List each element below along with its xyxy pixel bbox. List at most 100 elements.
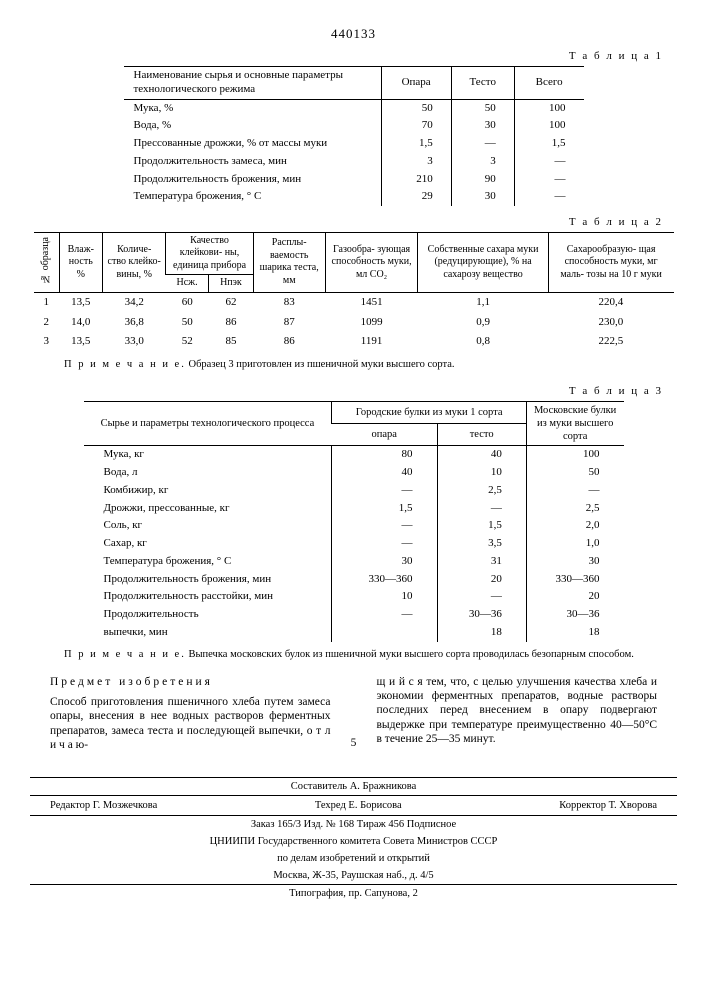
t3-cell: 1,5 bbox=[437, 517, 526, 535]
footer-print: Типография, пр. Сапунова, 2 bbox=[30, 884, 677, 902]
t1-cell: 100 bbox=[514, 99, 583, 117]
t1-cell: 1,5 bbox=[514, 135, 583, 153]
t2-cell: 222,5 bbox=[548, 332, 673, 352]
footer-author: Составитель А. Бражникова bbox=[30, 778, 677, 795]
t2-cell: 87 bbox=[253, 313, 325, 333]
t2-h0: Влаж- ность % bbox=[59, 232, 102, 292]
t2-cell: 1451 bbox=[325, 292, 418, 312]
subject-right: щ и й с я тем, что, с целью улучшения ка… bbox=[377, 675, 658, 753]
t1-cell: 90 bbox=[451, 171, 514, 189]
t3-cell: 3,5 bbox=[437, 535, 526, 553]
t2-h3: Нсж. bbox=[166, 275, 209, 293]
t2-h7: Собственные сахара муки (редуцирующие), … bbox=[418, 232, 548, 292]
t1-cell: Прессованные дрожжи, % от массы муки bbox=[124, 135, 382, 153]
t1-cell: 3 bbox=[451, 153, 514, 171]
t3-cell: 30 bbox=[332, 553, 437, 571]
t3-cell: 20 bbox=[526, 588, 623, 606]
table1: Наименование сырья и основные параметры … bbox=[124, 66, 584, 206]
t2-cell: 62 bbox=[209, 292, 253, 312]
t1-cell: — bbox=[451, 135, 514, 153]
t2-cell: 50 bbox=[166, 313, 209, 333]
t1-h2: Тесто bbox=[451, 67, 514, 100]
note3-text: Выпечка московских булок из пшеничной му… bbox=[188, 649, 633, 660]
t2-cell: 86 bbox=[209, 313, 253, 333]
footer-order: Заказ 165/3 Изд. № 168 Тираж 456 Подписн… bbox=[30, 815, 677, 833]
t3-cell: 40 bbox=[437, 446, 526, 464]
t2-cell: 14,0 bbox=[59, 313, 102, 333]
t1-cell: — bbox=[514, 188, 583, 206]
note3-label: П р и м е ч а н и е. bbox=[64, 649, 186, 660]
t3-h1: Городские булки из муки 1 сорта bbox=[332, 401, 526, 423]
t3-cell: Соль, кг bbox=[84, 517, 332, 535]
t1-cell: Продолжительность замеса, мин bbox=[124, 153, 382, 171]
t3-cell: 31 bbox=[437, 553, 526, 571]
t2-cell: 83 bbox=[253, 292, 325, 312]
t2-h6: Газообра- зующая способность муки, мл CO… bbox=[325, 232, 418, 292]
t1-cell: 100 bbox=[514, 117, 583, 135]
doc-number: 440133 bbox=[30, 26, 677, 42]
t3-cell: 30—36 bbox=[526, 606, 623, 624]
t2-cell: 0,8 bbox=[418, 332, 548, 352]
t1-cell: 50 bbox=[451, 99, 514, 117]
t1-cell: 30 bbox=[451, 188, 514, 206]
t3-cell: Комбижир, кг bbox=[84, 482, 332, 500]
subject-left: Предмет изобретения Способ приготовления… bbox=[50, 675, 331, 753]
t1-cell: 29 bbox=[381, 188, 451, 206]
t3-cell: 1,5 bbox=[332, 500, 437, 518]
t3-cell: 30—36 bbox=[437, 606, 526, 624]
t3-cell: — bbox=[437, 500, 526, 518]
t3-cell: Сахар, кг bbox=[84, 535, 332, 553]
t3-cell: — bbox=[437, 588, 526, 606]
t1-cell: Мука, % bbox=[124, 99, 382, 117]
t3-cell: 1,0 bbox=[526, 535, 623, 553]
t3-cell: выпечки, мин bbox=[84, 624, 332, 642]
t3-cell: 40 bbox=[332, 464, 437, 482]
note-label: П р и м е ч а н и е. bbox=[64, 359, 186, 370]
t3-cell: Продолжительность bbox=[84, 606, 332, 624]
t2-h1: Количе- ство клейко- вины, % bbox=[102, 232, 165, 292]
t3-cell: — bbox=[526, 482, 623, 500]
table2-label: Т а б л и ц а 2 bbox=[30, 216, 663, 230]
t3-cell: 50 bbox=[526, 464, 623, 482]
t2-cell: 60 bbox=[166, 292, 209, 312]
t2-cell: 1099 bbox=[325, 313, 418, 333]
t3-cell: 2,0 bbox=[526, 517, 623, 535]
t2-cell: 0,9 bbox=[418, 313, 548, 333]
t2-h2: Качество клейкови- ны, единица прибора bbox=[166, 232, 253, 275]
footer-org1: ЦНИИПИ Государственного комитета Совета … bbox=[30, 833, 677, 850]
t3-cell: Температура брожения, ° С bbox=[84, 553, 332, 571]
t2-cell: 13,5 bbox=[59, 332, 102, 352]
t3-cell: 2,5 bbox=[437, 482, 526, 500]
table3: Сырье и параметры технологического проце… bbox=[84, 401, 624, 642]
footer: Составитель А. Бражникова Редактор Г. Мо… bbox=[30, 777, 677, 903]
t2-cell: 220,4 bbox=[548, 292, 673, 312]
t2-cell: 3 bbox=[34, 332, 60, 352]
t3-cell: — bbox=[332, 606, 437, 624]
t1-h0: Наименование сырья и основные параметры … bbox=[124, 67, 382, 100]
subject-left-text: Способ приготовления пшеничного хлеба пу… bbox=[50, 695, 331, 753]
t1-cell: 3 bbox=[381, 153, 451, 171]
t1-cell: Продолжительность брожения, мин bbox=[124, 171, 382, 189]
subject-block: Предмет изобретения Способ приготовления… bbox=[50, 675, 657, 753]
t2-cell: 1,1 bbox=[418, 292, 548, 312]
t3-hs0: опара bbox=[332, 424, 437, 446]
t1-h3: Всего bbox=[514, 67, 583, 100]
footer-corr: Корректор Т. Хворова bbox=[559, 799, 657, 812]
t3-cell: 20 bbox=[437, 571, 526, 589]
t3-cell: Дрожжи, прессованные, кг bbox=[84, 500, 332, 518]
t1-h1: Опара bbox=[381, 67, 451, 100]
t1-cell: — bbox=[514, 171, 583, 189]
footer-addr: Москва, Ж-35, Раушская наб., д. 4/5 bbox=[30, 867, 677, 884]
t2-cell: 230,0 bbox=[548, 313, 673, 333]
t3-cell bbox=[332, 624, 437, 642]
t3-cell: 100 bbox=[526, 446, 623, 464]
t3-cell: 10 bbox=[332, 588, 437, 606]
footer-org2: по делам изобретений и открытий bbox=[30, 850, 677, 867]
t3-h2: Московские булки из муки высшего сорта bbox=[526, 401, 623, 445]
t3-cell: 330—360 bbox=[526, 571, 623, 589]
t2-cell: 1191 bbox=[325, 332, 418, 352]
t3-cell: 18 bbox=[526, 624, 623, 642]
t1-cell: Температура брожения, ° С bbox=[124, 188, 382, 206]
t3-h0: Сырье и параметры технологического проце… bbox=[84, 401, 332, 445]
t1-cell: 30 bbox=[451, 117, 514, 135]
